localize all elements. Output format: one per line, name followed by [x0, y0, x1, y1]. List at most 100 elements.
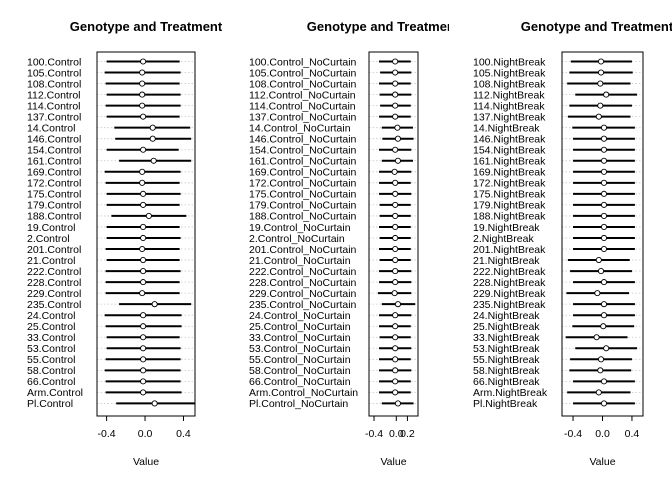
- point-estimate: [600, 312, 608, 319]
- plot-frame: [96, 51, 196, 417]
- row-label: 112.Control: [27, 89, 81, 101]
- point-estimate: [151, 301, 158, 308]
- row-label: 161.Control_NoCurtain: [249, 156, 357, 168]
- point-estimate: [392, 312, 399, 319]
- point-estimate: [392, 345, 399, 352]
- point-estimate: [597, 356, 605, 363]
- row-label: 55.Control_NoCurtain: [249, 354, 351, 366]
- point-estimate: [140, 323, 147, 330]
- row-label: 201.Control: [27, 244, 81, 256]
- point-estimate: [140, 378, 147, 385]
- row-label: 201.Control_NoCurtain: [249, 244, 357, 256]
- point-estimate: [603, 91, 610, 98]
- point-estimate: [140, 58, 147, 65]
- point-estimate: [600, 124, 608, 131]
- point-estimate: [600, 378, 608, 385]
- point-estimate: [392, 334, 399, 341]
- panel-1-title: Genotype and Treatment: [70, 19, 223, 34]
- point-estimate: [392, 389, 399, 396]
- row-label: 172.Control_NoCurtain: [249, 178, 357, 190]
- point-estimate: [600, 245, 608, 253]
- x-tick-label: 0.4: [176, 428, 191, 440]
- row-label: 179.NightBreak: [473, 200, 546, 212]
- row-label: Arm.NightBreak: [473, 387, 548, 399]
- x-tick-label: 0.0: [595, 428, 610, 440]
- row-label: 137.Control_NoCurtain: [249, 111, 357, 123]
- x-axis-label: Value: [589, 456, 615, 468]
- row-label: 14.NightBreak: [473, 122, 540, 134]
- point-estimate: [600, 157, 608, 164]
- row-label: 146.Control: [27, 134, 81, 146]
- panel-3-title: Genotype and Treatment: [521, 19, 672, 34]
- row-label: 112.NightBreak: [473, 89, 545, 101]
- point-estimate: [600, 323, 607, 330]
- point-estimate: [391, 290, 398, 297]
- point-estimate: [392, 113, 399, 120]
- row-label: 154.NightBreak: [473, 145, 546, 157]
- point-estimate: [600, 146, 608, 153]
- row-label: 229.Control_NoCurtain: [249, 288, 357, 300]
- row-label: 175.NightBreak: [473, 189, 546, 201]
- point-estimate: [394, 301, 402, 308]
- point-estimate: [139, 179, 146, 186]
- row-label: 179.Control: [27, 200, 81, 212]
- row-label: 161.NightBreak: [473, 156, 546, 168]
- row-label: 222.Control_NoCurtain: [249, 266, 357, 278]
- point-estimate: [140, 312, 147, 319]
- row-label: 14.Control: [27, 122, 75, 134]
- point-estimate: [600, 223, 608, 230]
- row-label: 137.NightBreak: [473, 111, 546, 123]
- row-label: 66.NightBreak: [473, 376, 540, 388]
- row-label: 21.NightBreak: [473, 255, 540, 267]
- row-label: 161.Control: [27, 156, 81, 168]
- row-label: 19.NightBreak: [473, 222, 540, 234]
- row-label: 58.NightBreak: [473, 365, 540, 377]
- row-label: 55.NightBreak: [473, 354, 540, 366]
- row-label: 172.Control: [27, 178, 81, 190]
- row-label: 188.Control_NoCurtain: [249, 211, 357, 223]
- point-estimate: [149, 135, 156, 142]
- point-estimate: [394, 400, 402, 407]
- point-estimate: [139, 168, 146, 175]
- row-label: 114.NightBreak: [473, 100, 545, 112]
- point-estimate: [600, 279, 608, 286]
- x-tick-label: -0.4: [564, 428, 582, 440]
- row-label: 24.Control_NoCurtain: [249, 310, 351, 322]
- point-estimate: [597, 367, 604, 374]
- point-estimate: [140, 234, 147, 242]
- row-label: 188.Control: [27, 211, 81, 223]
- row-label: 2.Control: [27, 233, 70, 245]
- row-label: Arm.Control: [27, 387, 83, 399]
- row-label: 33.NightBreak: [473, 332, 540, 344]
- point-estimate: [600, 301, 608, 308]
- point-estimate: [392, 190, 399, 197]
- row-label: 14.Control_NoCurtain: [249, 122, 351, 134]
- x-tick-label: -0.4: [98, 428, 116, 440]
- point-estimate: [595, 256, 602, 264]
- x-tick-label: 0.2: [400, 428, 415, 440]
- point-estimate: [392, 367, 399, 374]
- point-estimate: [392, 223, 399, 230]
- plot-frame: [368, 51, 419, 417]
- point-estimate: [392, 179, 399, 186]
- point-estimate: [392, 91, 399, 98]
- x-tick-label: 0.0: [389, 428, 404, 440]
- point-estimate: [139, 80, 146, 87]
- point-estimate: [140, 367, 147, 374]
- row-label: 33.Control: [27, 332, 75, 344]
- point-estimate: [139, 245, 146, 253]
- point-estimate: [140, 389, 147, 396]
- row-label: 2.Control_NoCurtain: [249, 233, 345, 245]
- row-label: 229.Control: [27, 288, 81, 300]
- row-label: 172.NightBreak: [473, 178, 546, 190]
- point-estimate: [600, 234, 608, 242]
- row-label: 25.Control: [27, 321, 75, 333]
- row-label: 112.Control_NoCurtain: [249, 89, 356, 101]
- point-estimate: [392, 256, 399, 264]
- row-label: 24.NightBreak: [473, 310, 540, 322]
- point-estimate: [597, 268, 605, 275]
- point-estimate: [600, 212, 608, 219]
- panel-3: Genotype and Treatment 100.NightBreak105.…: [473, 19, 672, 468]
- row-label: 66.Control_NoCurtain: [249, 376, 351, 388]
- row-label: 24.Control: [27, 310, 75, 322]
